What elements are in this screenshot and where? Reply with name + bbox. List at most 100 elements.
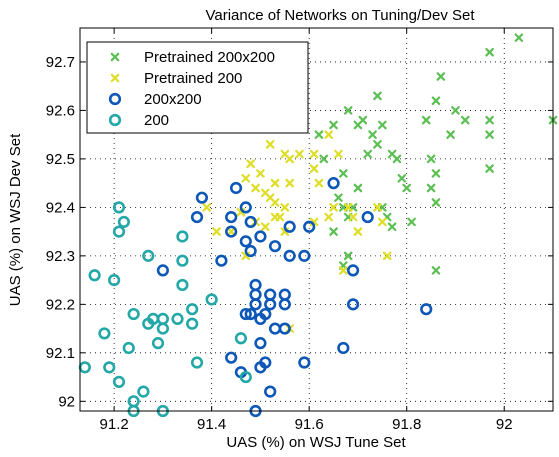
data-point-series-2 [275, 212, 285, 222]
chart-title: Variance of Networks on Tuning/Dev Set [205, 7, 475, 24]
data-point-series-2 [246, 159, 255, 169]
legend-marker-1 [110, 52, 120, 62]
data-point-series-3 [264, 385, 277, 398]
data-point-series-1 [431, 266, 441, 275]
data-point-series-2 [265, 140, 275, 149]
data-point-series-4 [122, 341, 135, 355]
y-tick-label: 92.4 [46, 199, 75, 216]
data-point-series-3 [239, 235, 252, 248]
data-point-series-4 [117, 215, 130, 229]
data-point-series-1 [485, 164, 494, 173]
data-point-series-4 [234, 332, 248, 345]
data-point-series-4 [142, 249, 155, 262]
data-point-series-2 [285, 154, 294, 164]
data-point-series-2 [373, 203, 382, 212]
data-point-series-4 [239, 370, 252, 384]
data-point-series-2 [285, 178, 294, 188]
data-point-series-2 [334, 149, 343, 159]
y-axis-label: UAS (%) on WSJ Dev Set [7, 133, 24, 306]
data-point-series-3 [244, 215, 257, 229]
data-point-series-1 [426, 183, 436, 193]
data-point-series-2 [309, 164, 319, 173]
data-point-series-3 [244, 244, 257, 258]
data-point-series-1 [353, 120, 363, 130]
data-point-series-3 [254, 361, 267, 374]
data-point-series-2 [382, 251, 392, 261]
data-point-series-2 [353, 227, 363, 236]
data-point-series-3 [254, 230, 267, 243]
data-point-series-4 [176, 278, 189, 292]
x-tick-label: 91.6 [295, 416, 324, 433]
data-point-series-1 [426, 154, 436, 164]
data-point-series-3 [327, 177, 340, 190]
data-point-series-2 [226, 227, 236, 236]
data-point-series-3 [298, 249, 311, 262]
data-point-series-3 [278, 288, 291, 301]
data-point-series-4 [78, 361, 91, 374]
y-tick-label: 92.3 [46, 248, 75, 265]
data-point-series-2 [202, 203, 212, 212]
data-point-series-1 [343, 251, 353, 261]
data-point-series-2 [260, 222, 270, 232]
data-point-series-2 [270, 198, 280, 207]
data-point-series-4 [112, 201, 126, 214]
data-point-series-3 [420, 303, 433, 316]
data-point-series-1 [514, 33, 524, 42]
data-point-series-3 [278, 298, 291, 311]
data-point-series-4 [176, 230, 189, 243]
x-axis-label: UAS (%) on WSJ Tune Set [226, 434, 406, 451]
legend: Pretrained 200x200 Pretrained 200 200x200 2… [86, 41, 309, 134]
data-point-series-1 [373, 91, 382, 101]
data-point-series-2 [280, 203, 290, 212]
data-point-series-3 [195, 191, 209, 204]
data-point-series-1 [339, 169, 348, 178]
data-point-series-3 [249, 298, 262, 311]
x-tick-label: 91.8 [392, 416, 421, 433]
data-point-series-3 [249, 288, 262, 301]
data-point-series-2 [378, 217, 387, 227]
legend-label-2: Pretrained 200 [144, 70, 242, 87]
data-point-series-1 [431, 169, 441, 178]
data-point-series-3 [268, 322, 282, 335]
data-point-series-1 [373, 140, 382, 149]
data-point-series-3 [361, 210, 374, 224]
data-point-series-4 [156, 312, 169, 325]
data-point-series-1 [329, 227, 338, 236]
data-point-series-4 [186, 303, 199, 316]
legend-label-1: Pretrained 200x200 [144, 49, 275, 66]
legend-marker-3 [108, 92, 122, 106]
data-point-series-1 [368, 130, 377, 139]
data-point-series-2 [348, 212, 358, 222]
data-points [78, 33, 558, 418]
data-point-series-3 [283, 220, 296, 233]
data-point-series-3 [346, 264, 360, 277]
data-point-series-1 [485, 130, 494, 139]
data-point-series-1 [387, 222, 397, 232]
data-point-series-4 [190, 356, 204, 369]
data-point-series-2 [251, 183, 260, 193]
x-tick-label: 91.4 [197, 416, 226, 433]
data-point-series-3 [215, 254, 228, 267]
data-point-series-2 [309, 149, 319, 159]
data-point-series-1 [343, 106, 353, 115]
data-point-series-3 [254, 312, 267, 325]
x-tick-label: 92 [496, 416, 513, 433]
data-point-series-1 [436, 72, 446, 81]
data-point-series-3 [254, 337, 267, 350]
data-point-series-3 [229, 181, 243, 195]
data-point-series-2 [324, 130, 333, 139]
y-tick-label: 92.2 [46, 296, 75, 313]
legend-label-4: 200 [144, 112, 169, 129]
data-point-series-1 [329, 120, 338, 130]
data-point-series-4 [186, 317, 199, 330]
data-point-series-4 [112, 375, 126, 389]
data-point-series-1 [397, 173, 407, 183]
data-point-series-4 [171, 312, 184, 325]
data-point-series-1 [402, 183, 412, 193]
data-point-series-1 [451, 106, 460, 115]
data-point-series-2 [329, 203, 338, 212]
legend-label-3: 200x200 [144, 91, 202, 108]
data-point-series-3 [156, 264, 169, 277]
data-point-series-1 [363, 149, 373, 159]
